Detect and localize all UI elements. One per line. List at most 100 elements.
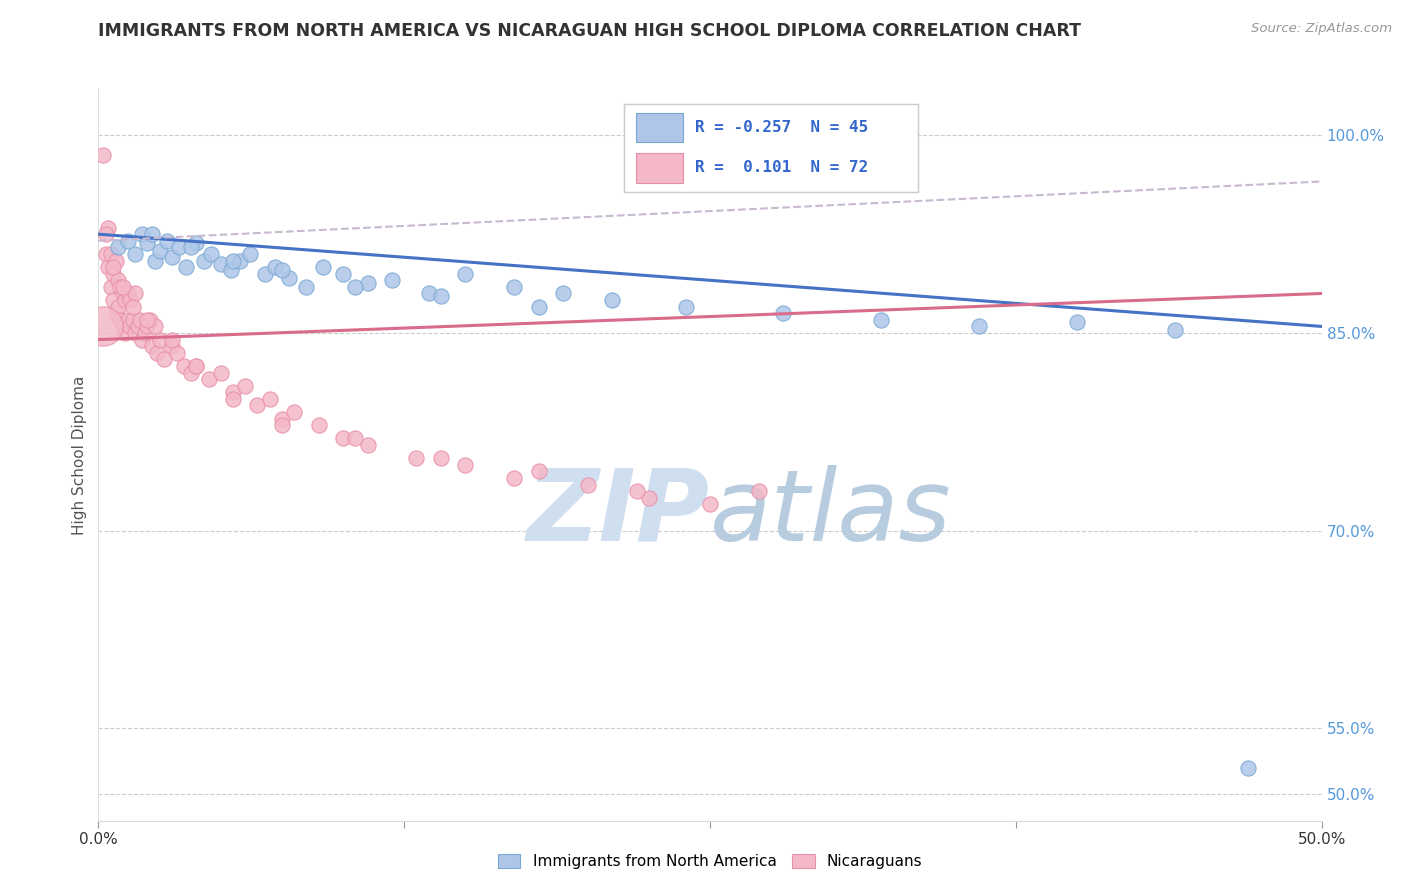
Point: [107, 240, 129, 254]
Point: [101, 293, 124, 307]
Point: [308, 418, 330, 433]
Point: [111, 319, 134, 334]
Point: [107, 273, 129, 287]
Point: [748, 484, 770, 499]
Point: [967, 319, 990, 334]
Point: [219, 262, 242, 277]
Text: IMMIGRANTS FROM NORTH AMERICA VS NICARAGUAN HIGH SCHOOL DIPLOMA CORRELATION CHAR: IMMIGRANTS FROM NORTH AMERICA VS NICARAG…: [98, 22, 1081, 40]
Text: R =  0.101  N = 72: R = 0.101 N = 72: [695, 161, 868, 176]
Point: [107, 300, 129, 314]
Point: [173, 359, 195, 373]
Text: atlas: atlas: [710, 465, 952, 562]
Point: [114, 326, 136, 340]
Point: [180, 366, 202, 380]
Point: [600, 293, 623, 307]
Point: [332, 267, 354, 281]
Point: [143, 253, 166, 268]
Point: [638, 491, 661, 505]
Point: [124, 247, 146, 261]
Point: [124, 326, 146, 340]
Bar: [636, 112, 683, 143]
Point: [121, 313, 143, 327]
Point: [430, 289, 453, 303]
Point: [193, 253, 215, 268]
Point: [101, 267, 124, 281]
Point: [156, 234, 179, 248]
Point: [139, 313, 162, 327]
Y-axis label: High School Diploma: High School Diploma: [72, 376, 87, 534]
Point: [186, 359, 208, 373]
Point: [136, 319, 159, 334]
Point: [699, 497, 721, 511]
Point: [117, 313, 139, 327]
Point: [381, 273, 404, 287]
Point: [117, 286, 139, 301]
Point: [100, 280, 122, 294]
Point: [356, 438, 378, 452]
Point: [270, 418, 294, 433]
Point: [675, 300, 697, 314]
Point: [278, 270, 301, 285]
Point: [141, 227, 163, 242]
Point: [209, 258, 232, 272]
Point: [405, 451, 427, 466]
Point: [418, 286, 440, 301]
Point: [91, 148, 114, 162]
Point: [332, 432, 354, 446]
Text: ZIP: ZIP: [527, 465, 710, 562]
Point: [160, 333, 183, 347]
Point: [149, 333, 172, 347]
Point: [454, 458, 477, 472]
Point: [312, 260, 335, 274]
Point: [104, 306, 127, 320]
Point: [131, 333, 153, 347]
Point: [101, 260, 124, 274]
Point: [222, 385, 245, 400]
Point: [141, 339, 163, 353]
Point: [259, 392, 281, 406]
Point: [233, 378, 256, 392]
Point: [527, 300, 550, 314]
Point: [772, 306, 794, 320]
Point: [270, 411, 294, 425]
Point: [503, 471, 526, 485]
Point: [344, 280, 367, 294]
Point: [186, 359, 208, 373]
Point: [430, 451, 453, 466]
Point: [124, 286, 146, 301]
Point: [127, 319, 149, 334]
Point: [117, 234, 139, 248]
Point: [111, 280, 134, 294]
Point: [454, 267, 477, 281]
Point: [114, 293, 136, 307]
Point: [1066, 316, 1088, 330]
Point: [222, 392, 245, 406]
Point: [136, 236, 159, 251]
Point: [160, 339, 183, 353]
Point: [283, 405, 305, 419]
Point: [253, 267, 276, 281]
Point: [222, 253, 245, 268]
Point: [120, 293, 142, 307]
Point: [527, 464, 550, 478]
Point: [197, 372, 219, 386]
Point: [576, 477, 599, 491]
Text: R = -0.257  N = 45: R = -0.257 N = 45: [695, 120, 868, 135]
Point: [229, 253, 252, 268]
Point: [270, 262, 294, 277]
Point: [870, 313, 893, 327]
Point: [176, 260, 198, 274]
Point: [131, 227, 153, 242]
Point: [166, 345, 188, 359]
Point: [110, 313, 132, 327]
Point: [356, 276, 378, 290]
Point: [120, 319, 142, 334]
Point: [136, 313, 159, 327]
Point: [91, 319, 114, 334]
Point: [246, 399, 269, 413]
Point: [153, 352, 176, 367]
Point: [110, 280, 132, 294]
Point: [626, 484, 648, 499]
Point: [167, 240, 190, 254]
Point: [200, 247, 222, 261]
